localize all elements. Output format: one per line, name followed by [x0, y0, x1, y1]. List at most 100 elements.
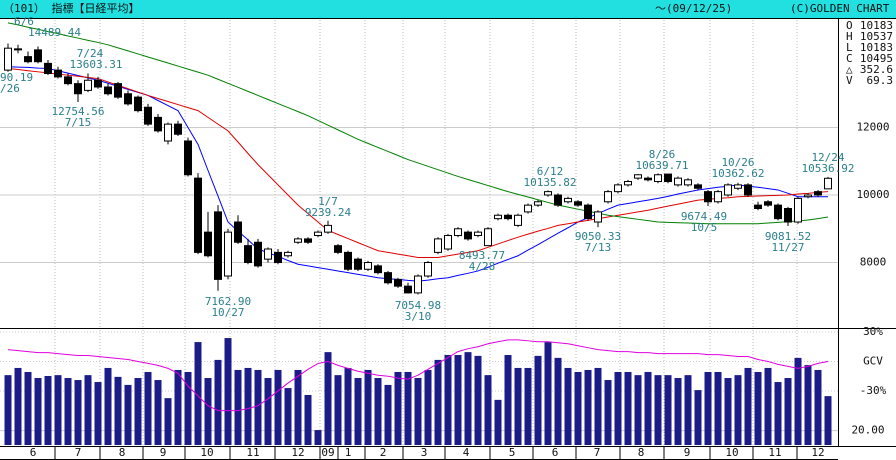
- x-tick-label: 6: [552, 446, 559, 459]
- candle-body: [624, 181, 632, 186]
- bar: [464, 352, 472, 445]
- candle-body: [224, 231, 232, 277]
- candle-body: [774, 204, 782, 220]
- bar: [674, 378, 682, 445]
- candle-body: [234, 221, 242, 243]
- bar: [764, 367, 772, 445]
- annotation: 13603.31: [70, 58, 123, 71]
- bar: [614, 371, 622, 445]
- candle-body: [114, 83, 122, 98]
- candle-body: [814, 191, 822, 196]
- x-tick-label: 8: [119, 446, 126, 459]
- candle-body: [314, 231, 322, 237]
- bar: [214, 359, 222, 445]
- x-tick-label: 3: [421, 446, 428, 459]
- candle-body: [714, 191, 722, 203]
- candle-body: [74, 83, 82, 95]
- candle-body: [174, 123, 182, 135]
- bar: [234, 369, 242, 445]
- summary-label: L: [846, 41, 853, 54]
- candle-body: [434, 238, 442, 253]
- annotation: 7/13: [585, 241, 612, 254]
- bar: [174, 369, 182, 445]
- annotation: 10/5: [691, 221, 718, 234]
- x-tick-label: 12: [811, 446, 824, 459]
- bar: [534, 355, 542, 445]
- candle-body: [94, 79, 102, 88]
- bar: [104, 367, 112, 445]
- bar: [84, 375, 92, 445]
- annotation: 8493.77: [459, 249, 505, 262]
- bar: [574, 371, 582, 445]
- bar: [154, 380, 162, 445]
- x-tick-label: 11: [768, 446, 781, 459]
- candle-body: [154, 116, 162, 132]
- candle-body: [464, 231, 472, 240]
- bar: [514, 367, 522, 445]
- summary-label: C: [846, 52, 853, 65]
- y-tick-label: 30%: [863, 325, 883, 338]
- bar: [364, 369, 372, 445]
- bar: [774, 382, 782, 445]
- bar: [624, 371, 632, 445]
- candle-body: [214, 211, 222, 280]
- candle-body: [594, 211, 602, 223]
- x-tick-label: 7: [594, 446, 601, 459]
- candle-body: [344, 251, 352, 270]
- bar: [114, 376, 122, 445]
- y-tick-label: -30%: [860, 384, 887, 397]
- candle-body: [334, 245, 342, 253]
- moving-average: [7, 67, 829, 258]
- bar: [684, 375, 692, 445]
- candle-body: [684, 179, 692, 186]
- candle-body: [134, 96, 142, 112]
- annotation: 7054.98: [395, 299, 441, 312]
- candle-body: [554, 194, 562, 206]
- candle-body: [324, 224, 332, 233]
- annotation: 7/24: [77, 47, 104, 60]
- bar: [94, 382, 102, 445]
- x-tick-label: 10: [200, 446, 213, 459]
- annotation: 9050.33: [575, 230, 621, 243]
- candle-body: [204, 231, 212, 257]
- bar: [244, 367, 252, 445]
- candle-body: [474, 231, 482, 237]
- candle-body: [724, 184, 732, 196]
- candle-body: [54, 69, 62, 78]
- bar: [744, 367, 752, 445]
- bar: [544, 342, 552, 445]
- annotation: 11/27: [771, 241, 804, 254]
- bar: [54, 375, 62, 445]
- bar: [664, 375, 672, 445]
- bar: [694, 390, 702, 445]
- annotation: 12754.56: [52, 105, 105, 118]
- candle-body: [564, 197, 572, 203]
- bar: [14, 367, 22, 445]
- summary-label: V: [846, 74, 853, 87]
- annotation: 10362.62: [712, 167, 765, 180]
- bar: [304, 394, 312, 445]
- candle-body: [734, 184, 742, 189]
- bar: [454, 355, 462, 445]
- candle-body: [194, 177, 202, 253]
- candle-body: [514, 214, 522, 226]
- x-tick-label: 11: [246, 446, 259, 459]
- candle-body: [634, 174, 642, 179]
- annotation: 10/26: [721, 156, 754, 169]
- candle-body: [44, 62, 52, 74]
- candle-body: [604, 191, 612, 203]
- candle-body: [4, 47, 12, 71]
- candle-body: [404, 285, 412, 294]
- candle-body: [294, 238, 302, 243]
- candle-body: [14, 48, 22, 51]
- bar: [264, 378, 272, 445]
- x-tick-label: 5: [509, 446, 516, 459]
- annotation: 90.19: [0, 71, 33, 84]
- candle-body: [274, 251, 282, 264]
- candle-body: [644, 177, 652, 181]
- annotation: 7162.90: [205, 295, 251, 308]
- bar: [64, 378, 72, 445]
- bar: [524, 367, 532, 445]
- bar: [584, 369, 592, 445]
- candle-body: [364, 262, 372, 270]
